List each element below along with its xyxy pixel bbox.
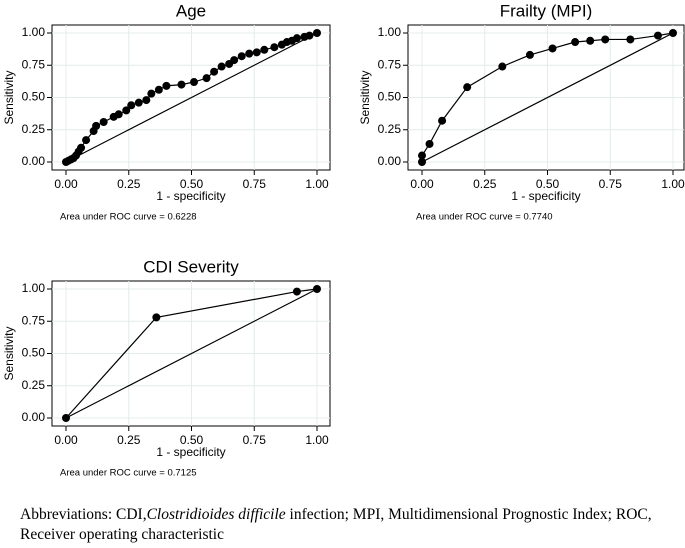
y-tick-label: 0.75 (22, 57, 46, 71)
point (601, 35, 610, 44)
x-tick-label: 0.75 (243, 433, 267, 447)
point (210, 67, 219, 76)
point (122, 106, 131, 115)
roc-line (421, 32, 674, 163)
x-tick-label: 0.50 (180, 177, 204, 191)
point (99, 118, 108, 127)
point (463, 83, 472, 92)
y-tick-label: 0.50 (22, 346, 46, 360)
point (245, 49, 254, 58)
y-tick-label: 0.25 (378, 122, 402, 136)
x-axis-label: 1 - specificity (156, 189, 225, 203)
x-tick-label: 0.00 (410, 177, 434, 191)
point (77, 143, 86, 152)
point (292, 287, 301, 296)
x-tick-label: 0.50 (180, 433, 204, 447)
roc-line (421, 32, 674, 162)
point (498, 62, 507, 71)
point (92, 121, 101, 130)
roc-line (65, 288, 318, 419)
y-tick-label: 0.00 (22, 410, 46, 424)
x-tick-label: 0.25 (473, 177, 497, 191)
point (142, 96, 151, 105)
y-tick-label: 0.25 (22, 378, 46, 392)
point (525, 50, 534, 59)
point (114, 110, 123, 119)
x-tick-label: 0.75 (599, 177, 623, 191)
x-tick-label: 0.25 (117, 433, 141, 447)
point (134, 98, 143, 107)
y-tick-label: 0.75 (22, 313, 46, 327)
point (270, 43, 279, 52)
y-tick-label: 0.00 (22, 154, 46, 168)
point (202, 74, 211, 83)
caption-text: infection; MPI, Multidimensional Prognos… (20, 506, 652, 543)
chart-title: Frailty (MPI) (500, 1, 593, 20)
point (252, 48, 261, 57)
y-tick-label: 0.50 (22, 90, 46, 104)
point (177, 80, 186, 89)
point (147, 89, 156, 98)
caption: Abbreviations: CDI,Clostridioides diffic… (20, 505, 670, 545)
roc-line (65, 32, 318, 163)
x-tick-label: 1.00 (305, 177, 329, 191)
point (418, 151, 426, 160)
y-tick-label: 0.75 (378, 57, 402, 71)
caption-text: Abbreviations: CDI, (20, 506, 147, 523)
y-axis-label: Sensitivity (2, 326, 16, 380)
point (653, 31, 662, 40)
annotation: Area under ROC curve = 0.7740 (416, 212, 553, 223)
point (260, 45, 269, 54)
y-axis-label: Sensitivity (358, 70, 372, 124)
x-axis-label: 1 - specificity (156, 445, 225, 459)
point (548, 44, 557, 53)
point (237, 52, 246, 61)
x-tick-label: 0.00 (54, 433, 78, 447)
point (438, 116, 447, 125)
point (152, 313, 161, 322)
point (82, 136, 91, 145)
y-tick-label: 1.00 (22, 25, 46, 39)
y-tick-label: 0.50 (378, 90, 402, 104)
point (127, 101, 136, 110)
x-tick-label: 1.00 (305, 433, 329, 447)
point (230, 56, 239, 65)
roc-line (65, 288, 318, 419)
point (292, 34, 301, 43)
point (626, 35, 635, 44)
y-tick-label: 0.00 (378, 154, 402, 168)
x-tick-label: 0.75 (243, 177, 267, 191)
point (162, 81, 171, 90)
point (586, 36, 595, 45)
y-tick-label: 1.00 (378, 25, 402, 39)
point (217, 62, 226, 71)
x-tick-label: 1.00 (661, 177, 685, 191)
x-tick-label: 0.50 (536, 177, 560, 191)
point (425, 139, 434, 148)
point (571, 38, 580, 47)
point (190, 78, 199, 87)
x-axis-label: 1 - specificity (511, 189, 580, 203)
point (154, 85, 163, 94)
x-tick-label: 0.00 (54, 177, 78, 191)
chart-title: CDI Severity (143, 257, 239, 276)
y-tick-label: 0.25 (22, 122, 46, 136)
y-axis-label: Sensitivity (2, 70, 16, 124)
chart-title: Age (176, 1, 206, 20)
caption-italic: Clostridioides difficile (146, 506, 286, 523)
x-tick-label: 0.25 (117, 177, 141, 191)
annotation: Area under ROC curve = 0.7125 (60, 468, 197, 479)
charts: 0.00 0.25 0.50 0.75 1.00 0.00 0.25 0.50 0.75 1.00… (2, 1, 685, 479)
y-tick-label: 1.00 (22, 281, 46, 295)
annotation: Area under ROC curve = 0.6228 (60, 212, 197, 223)
